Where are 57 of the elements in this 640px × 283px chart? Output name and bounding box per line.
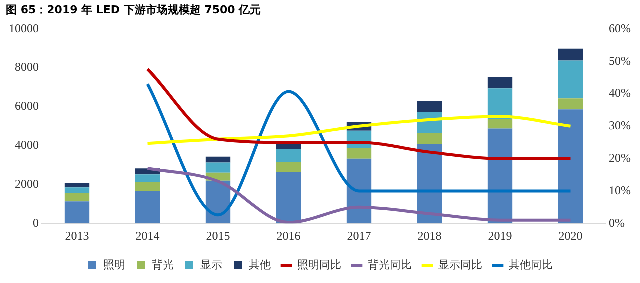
bar bbox=[276, 149, 302, 162]
y2-tick-label: 0% bbox=[609, 216, 626, 230]
bar bbox=[417, 102, 442, 112]
legend-label: 其他 bbox=[249, 258, 271, 272]
bar bbox=[135, 182, 160, 192]
line-series bbox=[146, 115, 572, 146]
bar bbox=[206, 156, 231, 163]
bar bbox=[558, 48, 584, 61]
legend-label: 背光 bbox=[152, 258, 174, 272]
bar bbox=[558, 98, 584, 110]
y-tick-label: 2000 bbox=[15, 176, 39, 191]
y2-tick-label: 30% bbox=[609, 118, 632, 133]
y2-tick-label: 60% bbox=[609, 21, 632, 36]
y2-tick-label: 50% bbox=[609, 54, 632, 68]
bar bbox=[488, 88, 513, 120]
bar bbox=[64, 188, 90, 194]
bar bbox=[64, 193, 90, 202]
bar bbox=[64, 183, 90, 188]
bar bbox=[276, 172, 302, 224]
bar bbox=[558, 60, 584, 99]
x-tick-label: 2018 bbox=[418, 228, 442, 243]
bar bbox=[135, 191, 160, 224]
legend-label: 照明 bbox=[104, 258, 126, 272]
line-series bbox=[146, 68, 572, 160]
y-tick-label: 10000 bbox=[9, 21, 39, 36]
y2-tick-label: 40% bbox=[609, 86, 632, 100]
y-tick-label: 4000 bbox=[15, 138, 39, 152]
y-tick-label: 0 bbox=[33, 216, 39, 230]
y-tick-label: 6000 bbox=[15, 99, 39, 114]
bar bbox=[206, 162, 231, 173]
bar bbox=[488, 77, 513, 89]
y-tick-label: 8000 bbox=[15, 60, 39, 74]
chart-title: 图 65：2019 年 LED 下游市场规模超 7500 亿元 bbox=[6, 3, 262, 16]
bar bbox=[135, 174, 160, 182]
x-tick-label: 2016 bbox=[276, 228, 301, 243]
x-tick-label: 2015 bbox=[206, 228, 230, 243]
bar bbox=[64, 202, 90, 224]
line-series bbox=[146, 167, 572, 224]
legend-label: 其他同比 bbox=[509, 258, 553, 272]
legend-label: 显示同比 bbox=[438, 258, 482, 272]
x-tick-label: 2014 bbox=[136, 228, 160, 243]
y2-tick-label: 10% bbox=[609, 183, 632, 198]
y2-tick-label: 20% bbox=[609, 150, 632, 165]
legend-label: 背光同比 bbox=[368, 258, 412, 272]
x-tick-label: 2019 bbox=[488, 228, 512, 243]
bar bbox=[488, 128, 513, 224]
legend-label: 显示 bbox=[200, 258, 222, 272]
bar bbox=[417, 133, 442, 144]
bar bbox=[276, 162, 302, 172]
x-tick-label: 2013 bbox=[65, 228, 90, 243]
x-tick-label: 2017 bbox=[347, 228, 372, 243]
line-series bbox=[146, 82, 572, 217]
bar bbox=[346, 148, 372, 159]
bar bbox=[558, 110, 584, 224]
x-tick-label: 2020 bbox=[558, 228, 583, 243]
bar bbox=[488, 119, 513, 129]
legend-label: 照明同比 bbox=[298, 258, 342, 272]
